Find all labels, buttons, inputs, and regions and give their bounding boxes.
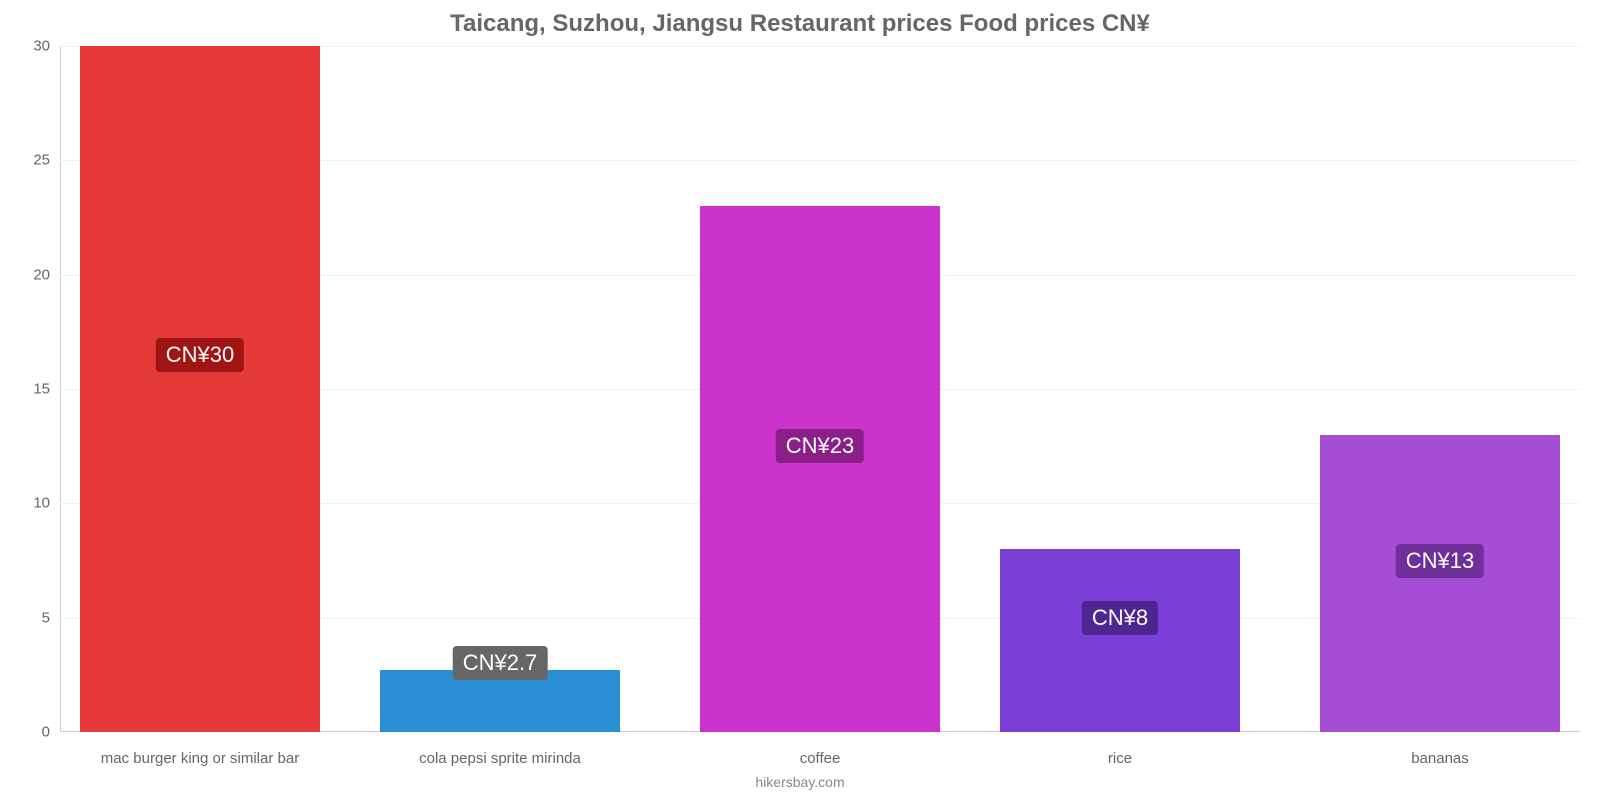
bar [700,206,940,732]
x-category-label: cola pepsi sprite mirinda [419,750,581,767]
bar [1000,549,1240,732]
y-tick-label: 5 [0,609,50,626]
plot-area: CN¥30 CN¥2.7 CN¥23 CN¥8 CN¥13 [60,46,1580,732]
price-chart: Taicang, Suzhou, Jiangsu Restaurant pric… [0,0,1600,800]
x-category-label: coffee [800,750,841,767]
value-badge: CN¥23 [776,429,864,463]
value-badge: CN¥2.7 [453,646,548,680]
y-tick-label: 20 [0,266,50,283]
y-tick-label: 30 [0,38,50,55]
x-category-label: rice [1108,750,1132,767]
value-badge: CN¥13 [1396,544,1484,578]
attribution-text: hikersbay.com [755,774,844,790]
x-category-label: bananas [1411,750,1469,767]
bar [1320,435,1560,732]
value-badge: CN¥8 [1082,601,1158,635]
chart-title: Taicang, Suzhou, Jiangsu Restaurant pric… [0,0,1600,38]
value-badge: CN¥30 [156,338,244,372]
y-tick-label: 25 [0,152,50,169]
y-tick-label: 10 [0,495,50,512]
x-category-label: mac burger king or similar bar [101,750,299,767]
y-tick-label: 15 [0,381,50,398]
y-tick-label: 0 [0,724,50,741]
bar [80,46,320,732]
